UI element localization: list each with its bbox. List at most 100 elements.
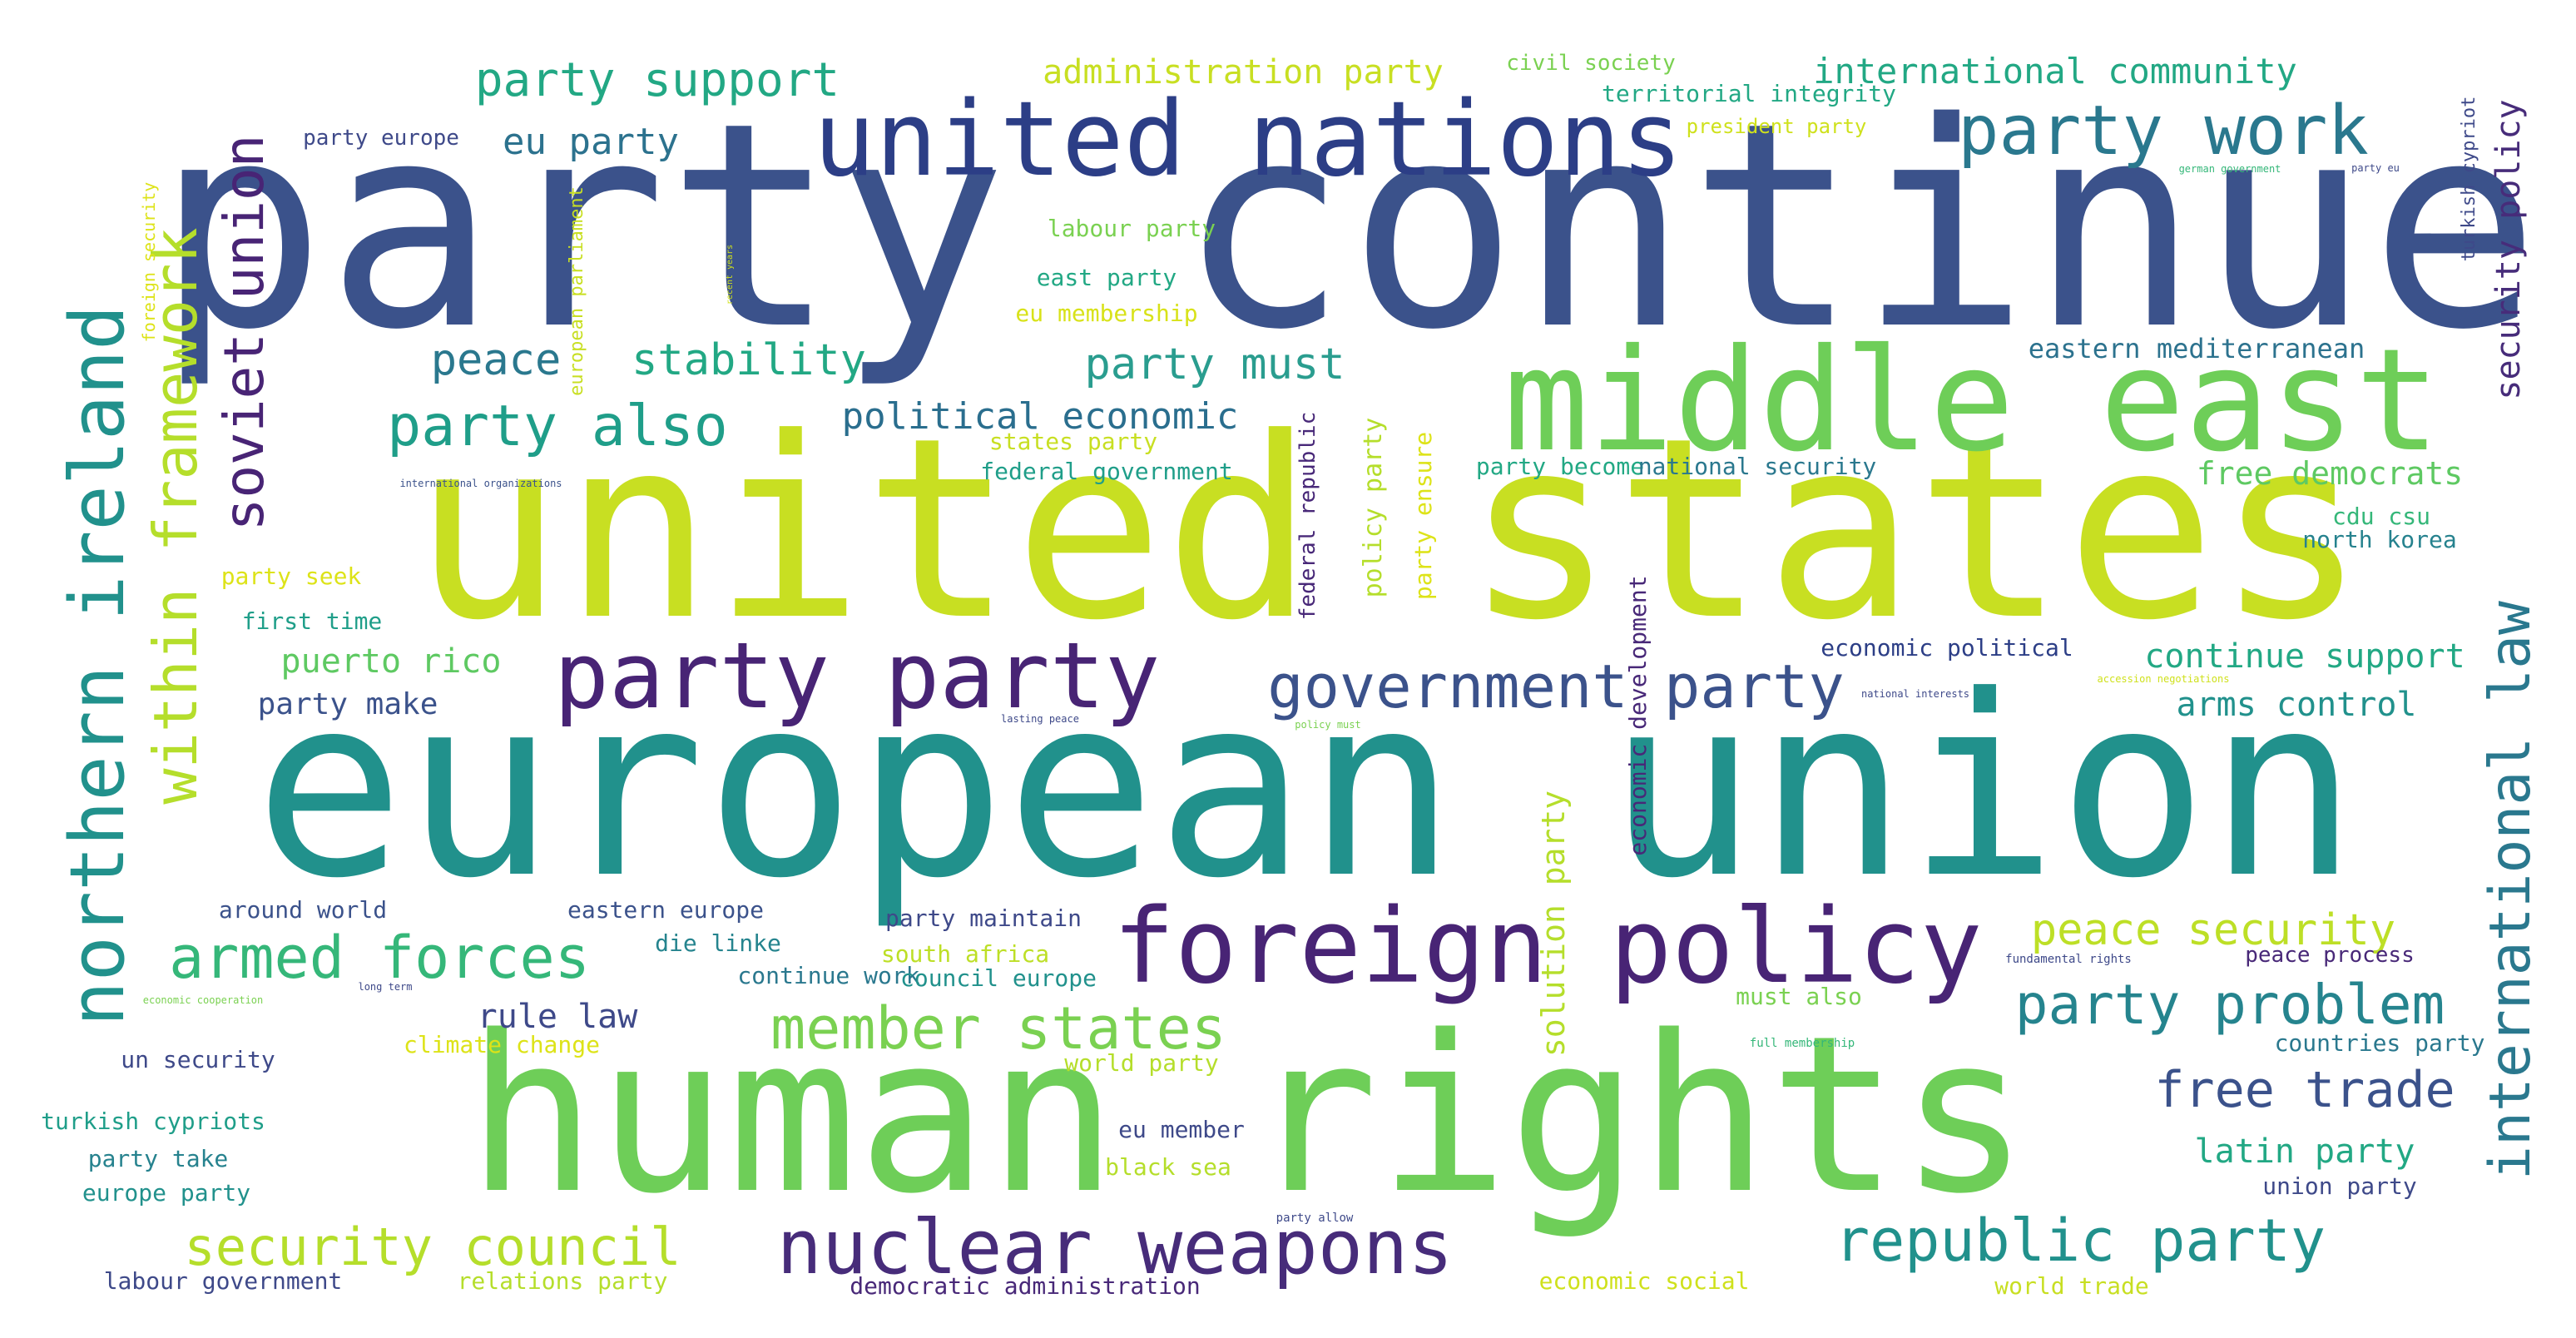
word-cdu-csu: cdu csu xyxy=(2332,503,2430,530)
word-northern-ireland: northern ireland xyxy=(54,305,141,1027)
word-accession-negotiations: accession negotiations xyxy=(2098,673,2230,685)
word-policy-must: policy must xyxy=(1295,719,1360,731)
word-die-linke: die linke xyxy=(655,929,781,957)
word-party-also: party also xyxy=(387,394,727,459)
word-international-community: international community xyxy=(1813,51,2297,92)
word-party-make: party make xyxy=(258,687,438,721)
word-labour-government: labour government xyxy=(104,1267,343,1295)
word-middle-east: middle east xyxy=(1503,319,2440,483)
word-union-party: union party xyxy=(2262,1172,2416,1200)
word-party-take: party take xyxy=(88,1145,229,1172)
word-first-time: first time xyxy=(242,607,383,635)
word-party-party: party party xyxy=(554,622,1160,729)
word-federal-republic: federal republic xyxy=(1295,412,1320,620)
word-political-economic: political economic xyxy=(842,395,1239,438)
word-economic-political: economic political xyxy=(1821,634,2073,662)
word-armed-forces: armed forces xyxy=(169,924,590,992)
word-free-democrats: free democrats xyxy=(2197,455,2463,492)
word-world-party: world party xyxy=(1064,1049,1218,1077)
word-party-become: party become xyxy=(1476,453,1644,480)
word-un-security: un security xyxy=(121,1046,275,1073)
word-democratic-administration: democratic administration xyxy=(850,1272,1200,1300)
word-relations-party: relations party xyxy=(458,1267,668,1295)
word-party-continue: party continue xyxy=(156,62,2540,392)
word-party-problem: party problem xyxy=(2015,973,2445,1037)
word-european-union: european union xyxy=(255,642,2359,933)
word-black-sea: black sea xyxy=(1105,1153,1231,1181)
word-peace-security: peace security xyxy=(2031,905,2395,955)
word-international-organizations: international organizations xyxy=(399,478,562,489)
word-eastern-europe: eastern europe xyxy=(567,896,764,924)
word-national-security: national security xyxy=(1638,453,1877,480)
word-countries-party: countries party xyxy=(2275,1029,2485,1057)
word-nuclear-weapons: nuclear weapons xyxy=(777,1204,1454,1291)
word-eu-member: eu member xyxy=(1118,1116,1245,1143)
word-economic-cooperation: economic cooperation xyxy=(143,994,264,1006)
word-foreign-security: foreign security xyxy=(139,182,159,343)
word-eu-party: eu party xyxy=(503,121,679,163)
word-territorial-integrity: territorial integrity xyxy=(1602,80,1896,107)
word-around-world: around world xyxy=(219,896,387,924)
word-international-law: international law xyxy=(2478,601,2544,1180)
word-fundamental-rights: fundamental rights xyxy=(2005,953,2132,966)
word-arms-control: arms control xyxy=(2177,686,2417,724)
word-turkish-cypriot: turkish cypriot xyxy=(2459,97,2479,262)
word-security-policy: security policy xyxy=(2489,99,2528,399)
word-security-council: security council xyxy=(184,1217,681,1277)
word-states-party: states party xyxy=(989,428,1157,455)
word-continue-support: continue support xyxy=(2144,637,2465,676)
word-soviet-union: soviet union xyxy=(212,135,276,532)
word-united-states: united states xyxy=(413,384,2366,675)
word-labour-party: labour party xyxy=(1048,215,1216,242)
word-foreign-policy: foreign policy xyxy=(1112,887,1982,1007)
word-continue-work: continue work xyxy=(737,962,919,989)
word-human-rights: human rights xyxy=(467,990,2029,1241)
word-must-also: must also xyxy=(1736,983,1862,1010)
word-climate-change: climate change xyxy=(404,1031,600,1058)
word-free-trade: free trade xyxy=(2154,1061,2455,1119)
word-united-nations: united nations xyxy=(813,80,1682,200)
word-party-eu: party eu xyxy=(2351,162,2400,174)
word-stability: stability xyxy=(632,335,866,385)
word-world-trade: world trade xyxy=(1994,1272,2148,1300)
word-europe-party: europe party xyxy=(82,1179,250,1207)
word-civil-society: civil society xyxy=(1506,51,1676,76)
word-republic-party: republic party xyxy=(1835,1207,2326,1275)
word-party-work: party work xyxy=(1958,92,2369,171)
word-peace-process: peace process xyxy=(2245,943,2415,968)
word-administration-party: administration party xyxy=(1043,53,1444,92)
word-party-seek: party seek xyxy=(221,562,362,590)
word-member-states: member states xyxy=(770,994,1226,1063)
word-party-allow: party allow xyxy=(1276,1212,1354,1225)
word-full-membership: full membership xyxy=(1750,1037,1855,1050)
word-party-maintain: party maintain xyxy=(885,904,1082,932)
word-economic-social: economic social xyxy=(1539,1267,1750,1295)
word-government-party: government party xyxy=(1267,652,1845,721)
word-president-party: president party xyxy=(1687,115,1867,138)
word-lasting-peace: lasting peace xyxy=(1001,713,1079,725)
word-turkish-cypriots: turkish cypriots xyxy=(41,1108,265,1135)
word-federal-government: federal government xyxy=(980,458,1232,485)
word-party-must: party must xyxy=(1084,339,1345,389)
word-eu-membership: eu membership xyxy=(1015,300,1197,327)
word-european-parliament: european parliament xyxy=(567,186,587,396)
word-council-europe: council europe xyxy=(900,964,1097,992)
word-north-korea: north korea xyxy=(2302,526,2456,553)
word-party-europe: party europe xyxy=(303,126,459,151)
word-south-africa: south africa xyxy=(881,940,1049,968)
word-national-interests: national interests xyxy=(1861,688,1969,700)
word-puerto-rico: puerto rico xyxy=(281,642,502,681)
word-policy-party: policy party xyxy=(1359,418,1388,598)
word-solution-party: solution party xyxy=(1535,790,1572,1057)
word-party-ensure: party ensure xyxy=(1409,432,1437,600)
word-rule-law: rule law xyxy=(478,998,639,1036)
word-party-support: party support xyxy=(475,53,840,107)
word-long-term: long term xyxy=(358,981,412,993)
word-within-framework: within framework xyxy=(141,227,211,805)
word-eastern-mediterranean: eastern mediterranean xyxy=(2029,333,2365,364)
word-east-party: east party xyxy=(1037,264,1177,291)
word-recent-years: recent years xyxy=(726,245,735,305)
word-latin-party: latin party xyxy=(2195,1132,2415,1171)
word-german-government: german government xyxy=(2179,163,2281,175)
